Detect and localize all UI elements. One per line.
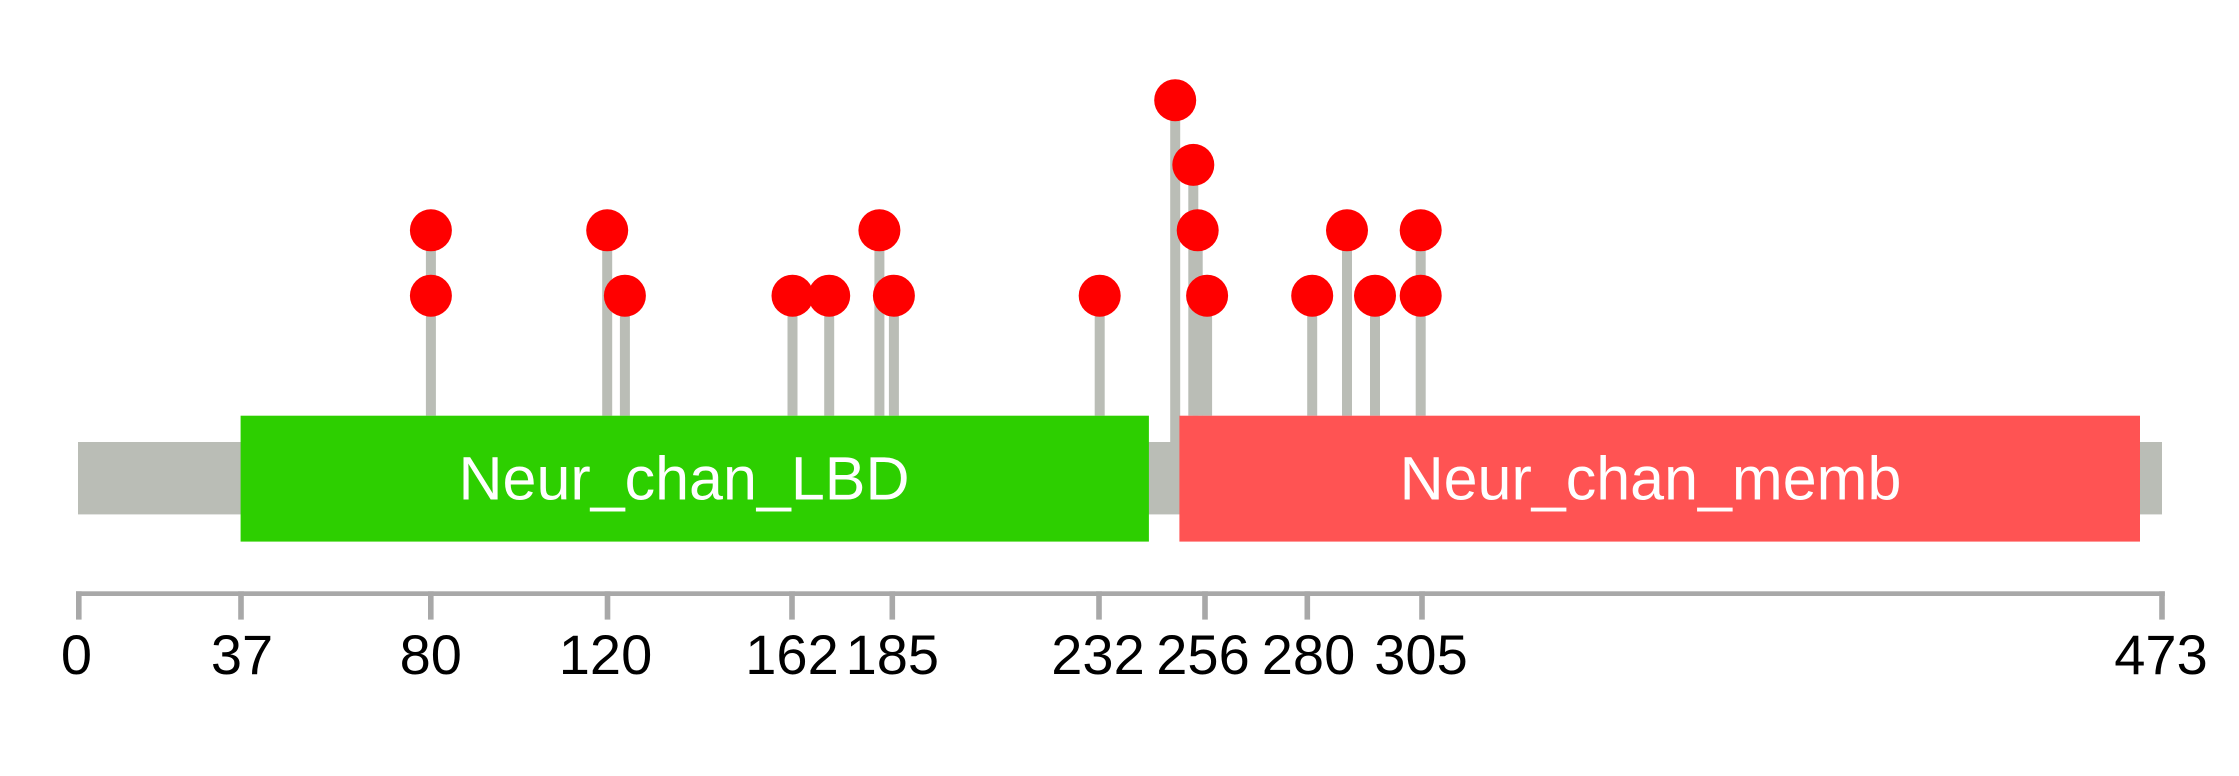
svg-text:162: 162 [745,623,838,686]
svg-text:232: 232 [1051,623,1144,686]
svg-text:256: 256 [1156,623,1249,686]
svg-text:Neur_chan_LBD: Neur_chan_LBD [458,445,909,513]
svg-text:120: 120 [559,623,652,686]
svg-text:Neur_chan_memb: Neur_chan_memb [1400,445,1902,513]
svg-text:0: 0 [61,623,92,686]
svg-text:185: 185 [846,623,939,686]
svg-text:473: 473 [2114,623,2207,686]
svg-text:280: 280 [1262,623,1355,686]
svg-text:37: 37 [211,623,273,686]
svg-text:305: 305 [1374,623,1467,686]
svg-text:80: 80 [400,623,462,686]
